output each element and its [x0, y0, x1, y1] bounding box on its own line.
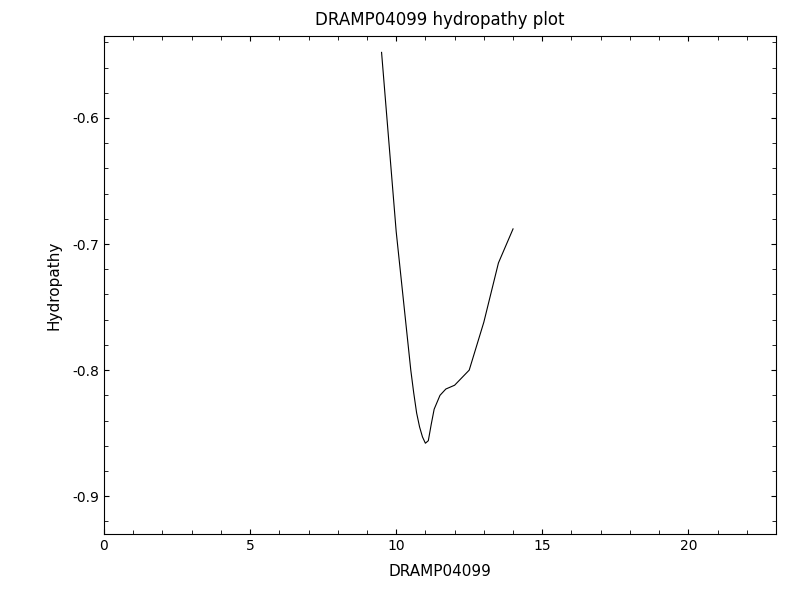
- Title: DRAMP04099 hydropathy plot: DRAMP04099 hydropathy plot: [315, 11, 565, 29]
- X-axis label: DRAMP04099: DRAMP04099: [389, 564, 491, 579]
- Y-axis label: Hydropathy: Hydropathy: [46, 241, 61, 329]
